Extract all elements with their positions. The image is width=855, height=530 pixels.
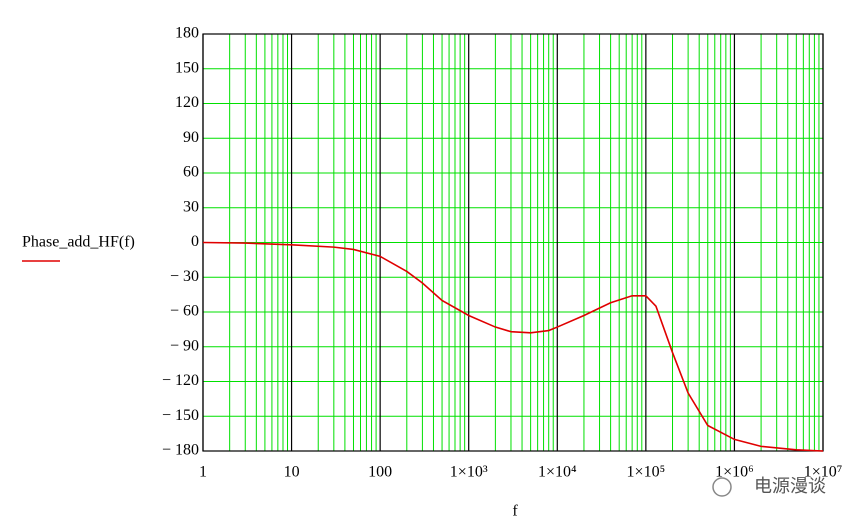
watermark-icon [712,477,732,497]
x-tick-label: 1×10⁴ [538,464,577,481]
watermark: 电源漫谈 [754,476,826,497]
x-tick-label: 10 [284,464,300,481]
y-tick-label: 120 [175,94,199,111]
y-tick-label: − 120 [162,372,199,389]
y-tick-label: 150 [175,59,199,76]
x-tick-label: 1×10⁷ [804,464,843,481]
y-tick-label: − 180 [162,442,199,459]
y-tick-label: 90 [183,129,199,146]
x-tick-label: 1×10⁵ [627,464,666,481]
y-tick-label: 180 [175,25,199,42]
y-tick-label: − 90 [170,337,199,354]
x-tick-label: 1 [199,464,207,481]
y-tick-label: − 60 [170,303,199,320]
x-tick-label: 100 [368,464,392,481]
x-tick-label: 1×10⁶ [715,464,754,481]
x-tick-label: 1×10³ [450,464,488,481]
y-tick-label: − 150 [162,407,199,424]
y-tick-label: 60 [183,164,199,181]
legend-label: Phase_add_HF(f) [22,234,135,251]
x-axis-label: f [512,503,518,520]
y-tick-label: 0 [191,233,199,250]
y-tick-label: 30 [183,198,199,215]
series-line [202,241,824,452]
y-tick-label: − 30 [170,268,199,285]
